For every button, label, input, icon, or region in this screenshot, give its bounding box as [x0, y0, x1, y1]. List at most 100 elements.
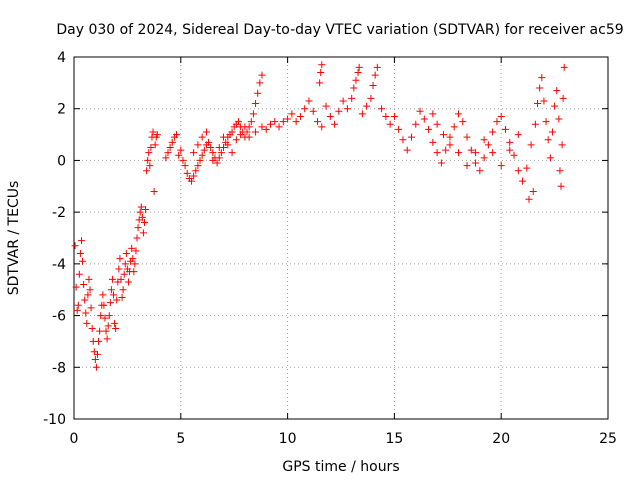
- data-point: [472, 159, 480, 167]
- data-point: [177, 146, 185, 154]
- y-axis-label: SDTVAR / TECUs: [6, 181, 22, 296]
- data-point: [525, 195, 533, 203]
- data-point: [99, 291, 107, 299]
- data-point: [224, 141, 232, 149]
- data-point: [527, 141, 535, 149]
- data-point: [252, 128, 260, 136]
- data-point: [484, 141, 492, 149]
- data-point: [75, 270, 83, 278]
- data-point: [542, 118, 550, 126]
- data-point: [322, 102, 330, 110]
- data-point: [412, 120, 420, 128]
- data-point: [262, 125, 270, 133]
- data-point: [217, 149, 225, 157]
- data-point: [104, 322, 112, 330]
- data-point: [314, 118, 322, 126]
- data-point: [166, 144, 174, 151]
- y-tick-label: 4: [57, 50, 66, 66]
- data-point: [309, 107, 317, 115]
- data-point: [363, 102, 371, 110]
- y-tick-label: 2: [57, 102, 66, 118]
- data-point: [454, 110, 462, 118]
- data-point: [480, 154, 488, 162]
- data-point: [318, 123, 326, 131]
- data-point: [433, 149, 441, 157]
- data-point: [489, 128, 497, 136]
- data-point: [228, 128, 236, 136]
- data-point: [318, 61, 326, 69]
- x-tick-label: 15: [385, 431, 403, 447]
- data-point: [209, 149, 217, 157]
- data-point: [369, 81, 377, 89]
- data-point: [459, 118, 467, 126]
- data-point: [382, 112, 390, 120]
- data-point: [91, 356, 99, 364]
- data-point: [121, 260, 129, 268]
- data-point: [164, 149, 172, 157]
- data-point: [506, 138, 514, 146]
- data-point: [245, 133, 253, 141]
- data-point: [317, 69, 325, 77]
- x-tick-label: 0: [70, 431, 79, 447]
- data-point: [107, 286, 115, 294]
- data-point: [254, 89, 262, 97]
- data-point: [252, 100, 260, 108]
- data-point: [151, 141, 159, 149]
- data-point: [354, 69, 362, 77]
- data-point: [556, 167, 564, 175]
- data-point: [355, 63, 363, 71]
- data-point: [92, 363, 100, 371]
- data-point: [534, 100, 542, 108]
- data-point: [133, 234, 141, 242]
- data-point: [86, 286, 94, 294]
- data-point: [271, 118, 279, 126]
- data-point: [142, 206, 150, 214]
- data-point: [531, 120, 539, 128]
- data-point: [183, 169, 191, 177]
- data-point: [437, 159, 445, 167]
- data-point: [493, 118, 501, 126]
- data-point: [463, 133, 471, 141]
- data-point: [440, 131, 448, 139]
- data-point: [316, 79, 324, 87]
- data-point: [241, 123, 249, 131]
- data-point: [386, 120, 394, 128]
- data-point: [122, 250, 130, 258]
- data-point: [192, 167, 200, 175]
- data-point: [100, 301, 108, 309]
- data-point: [275, 123, 283, 131]
- data-point: [237, 131, 245, 139]
- data-point: [146, 162, 154, 170]
- data-point: [73, 306, 81, 314]
- data-point: [144, 156, 152, 164]
- data-point: [489, 149, 497, 157]
- data-point: [215, 144, 223, 151]
- data-point: [258, 71, 266, 79]
- data-point: [558, 141, 566, 149]
- data-point: [548, 128, 556, 136]
- data-point: [247, 118, 255, 126]
- data-point: [446, 133, 454, 141]
- data-point: [80, 281, 88, 289]
- data-point: [190, 172, 198, 180]
- data-point: [544, 136, 552, 144]
- data-point: [202, 128, 210, 136]
- data-point: [87, 304, 95, 312]
- data-point: [124, 278, 132, 286]
- data-point: [536, 84, 544, 92]
- data-point: [198, 151, 206, 159]
- data-point: [407, 133, 415, 141]
- data-point: [501, 125, 509, 133]
- data-point: [173, 131, 181, 139]
- data-point: [284, 115, 292, 123]
- data-point: [553, 87, 561, 95]
- data-point: [130, 268, 138, 276]
- data-point: [143, 167, 151, 175]
- data-point: [101, 314, 109, 322]
- data-point: [267, 120, 275, 128]
- y-tick-label: -2: [52, 205, 66, 221]
- data-point: [420, 115, 428, 123]
- data-point: [450, 123, 458, 131]
- data-point: [243, 128, 251, 136]
- data-point: [497, 112, 505, 120]
